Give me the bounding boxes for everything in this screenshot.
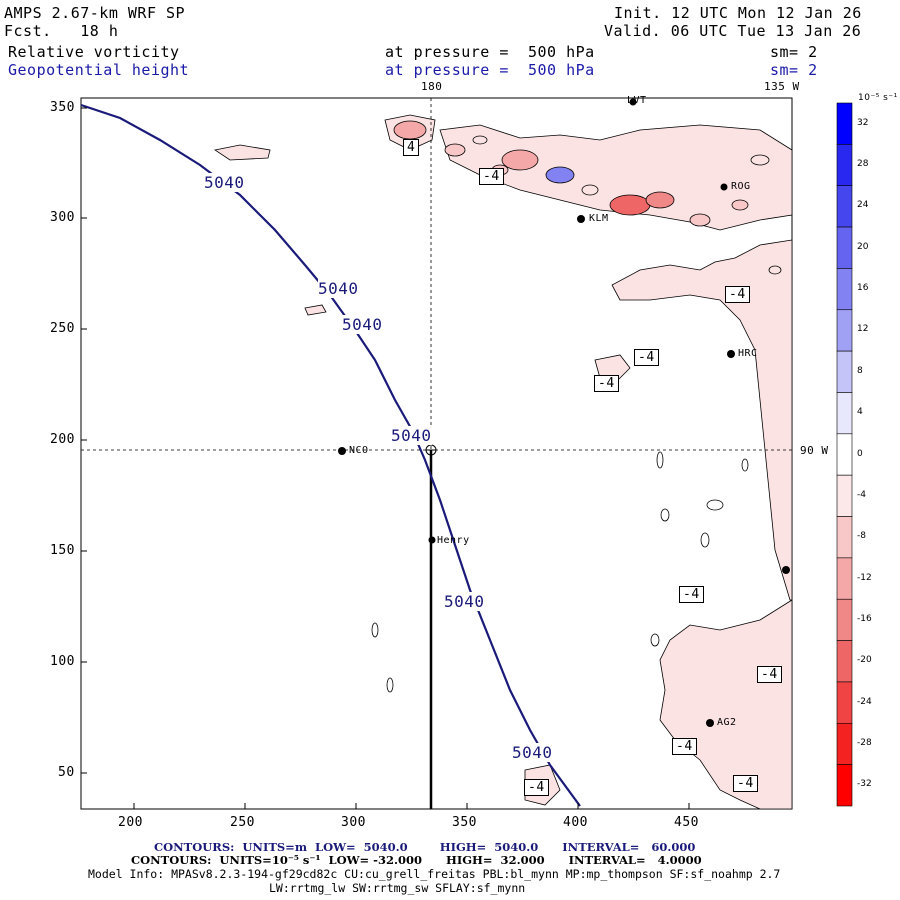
colorbar-box (836, 474, 853, 517)
station-ag2: AG2 (717, 717, 737, 728)
height-label-5: 5040 (444, 592, 485, 611)
stations (338, 98, 790, 727)
colorbar-units: 10⁻⁵ s⁻¹ (858, 93, 898, 103)
footer-height-contours: CONTOURS: UNITS=m LOW= 5040.0 HIGH= 5040… (154, 840, 696, 854)
y-tick-350: 350 (50, 100, 75, 115)
colorbar-tick-label: -16 (857, 613, 872, 624)
colorbar-tick-label: 24 (857, 200, 869, 211)
y-tick-300: 300 (50, 210, 75, 225)
colorbar-tick-label: 4 (857, 407, 863, 418)
colorbar-box (836, 722, 853, 765)
vort-region-southeast (659, 599, 793, 810)
colorbar-box (836, 185, 853, 228)
vort-label-7: -4 (672, 738, 697, 755)
height-label-6: 5040 (512, 743, 553, 762)
colorbar-tick-label: -4 (857, 489, 866, 500)
lon-label-180: 180 (421, 80, 443, 93)
colorbar-box (836, 226, 853, 269)
colorbar-tick-label: -12 (857, 572, 872, 583)
colorbar-box (836, 640, 853, 683)
station-hrc: HRC (738, 348, 758, 359)
vort-label-pos: 4 (403, 139, 420, 156)
colorbar-tick-label: 32 (857, 117, 869, 128)
vort-label-2: -4 (725, 286, 750, 303)
colorbar-tick-label: -32 (857, 779, 872, 790)
colorbar-box (836, 392, 853, 435)
colorbar-box (836, 557, 853, 600)
vort-region-nw (213, 144, 271, 161)
station-henry: Henry (437, 535, 470, 546)
colorbar-box (836, 433, 853, 476)
vort-label-4: -4 (594, 375, 619, 392)
footer-model-info: Model Info: MPASv8.2.3-194-gf29cd82c CU:… (88, 867, 781, 881)
colorbar-box (836, 144, 853, 187)
footer-physics: LW:rrtmg_lw SW:rrtmg_sw SFLAY:sf_mynn (269, 881, 526, 895)
colorbar-tick-label: 16 (857, 283, 869, 294)
colorbar-box (836, 598, 853, 641)
pressure-level-1: at pressure = 500 hPa (385, 43, 595, 61)
vort-label-6: -4 (757, 666, 782, 683)
model-title: AMPS 2.67-km WRF SP (4, 4, 186, 22)
station-lvt: LVT (627, 95, 647, 106)
x-tick-450: 450 (674, 815, 699, 830)
colorbar-tick-label: -20 (857, 655, 872, 666)
colorbar-tick-label: 28 (857, 159, 869, 170)
smoothing-2: sm= 2 (770, 61, 818, 79)
colorbar-box (836, 102, 853, 145)
vorticity-small-contours (371, 120, 782, 693)
vort-label-1: -4 (479, 168, 504, 185)
vort-region-wbar (304, 304, 327, 316)
colorbar-tick-label: -24 (857, 696, 872, 707)
colorbar-box (836, 764, 853, 807)
colorbar-box (836, 516, 853, 559)
colorbar (836, 102, 853, 807)
colorbar-box (836, 268, 853, 311)
y-tick-150: 150 (50, 543, 75, 558)
vort-label-3: -4 (634, 349, 659, 366)
height-label-2: 5040 (318, 279, 359, 298)
axis-ticks (81, 107, 690, 809)
lon-label-135w: 135 W (764, 80, 800, 93)
field-vorticity: Relative vorticity (8, 43, 180, 61)
colorbar-tick-label: -8 (857, 531, 866, 542)
x-tick-250: 250 (230, 815, 255, 830)
y-tick-100: 100 (50, 654, 75, 669)
valid-time: Valid. 06 UTC Tue 13 Jan 26 (604, 22, 862, 40)
vort-label-5: -4 (679, 586, 704, 603)
y-tick-200: 200 (50, 432, 75, 447)
y-tick-50: 50 (58, 765, 75, 780)
station-rog: ROG (731, 181, 751, 192)
forecast-hour: Fcst. 18 h (4, 22, 119, 40)
pressure-level-2: at pressure = 500 hPa (385, 61, 595, 79)
colorbar-tick-label: 0 (857, 448, 863, 459)
station-nco: NCO (349, 445, 369, 456)
init-time: Init. 12 UTC Mon 12 Jan 26 (614, 4, 862, 22)
x-tick-350: 350 (452, 815, 477, 830)
footer-vort-contours: CONTOURS: UNITS=10⁻⁵ s⁻¹ LOW= -32.000 HI… (131, 853, 702, 867)
x-tick-200: 200 (118, 815, 143, 830)
height-label-3: 5040 (342, 315, 383, 334)
colorbar-box (836, 309, 853, 352)
height-label-1: 5040 (204, 173, 245, 192)
lon-label-90w: 90 W (800, 444, 829, 457)
vort-label-8: -4 (733, 775, 758, 792)
colorbar-tick-label: 12 (857, 324, 869, 335)
colorbar-box (836, 350, 853, 393)
vort-label-9: -4 (524, 779, 549, 796)
colorbar-box (836, 681, 853, 724)
y-tick-250: 250 (50, 321, 75, 336)
x-tick-300: 300 (341, 815, 366, 830)
colorbar-tick-label: 20 (857, 241, 869, 252)
station-klm: KLM (589, 213, 609, 224)
vort-region-east (611, 239, 793, 601)
colorbar-tick-label: 8 (857, 365, 863, 376)
x-tick-400: 400 (563, 815, 588, 830)
smoothing-1: sm= 2 (770, 43, 818, 61)
height-label-4: 5040 (391, 426, 432, 445)
field-geopotential: Geopotential height (8, 61, 190, 79)
colorbar-tick-label: -28 (857, 737, 872, 748)
